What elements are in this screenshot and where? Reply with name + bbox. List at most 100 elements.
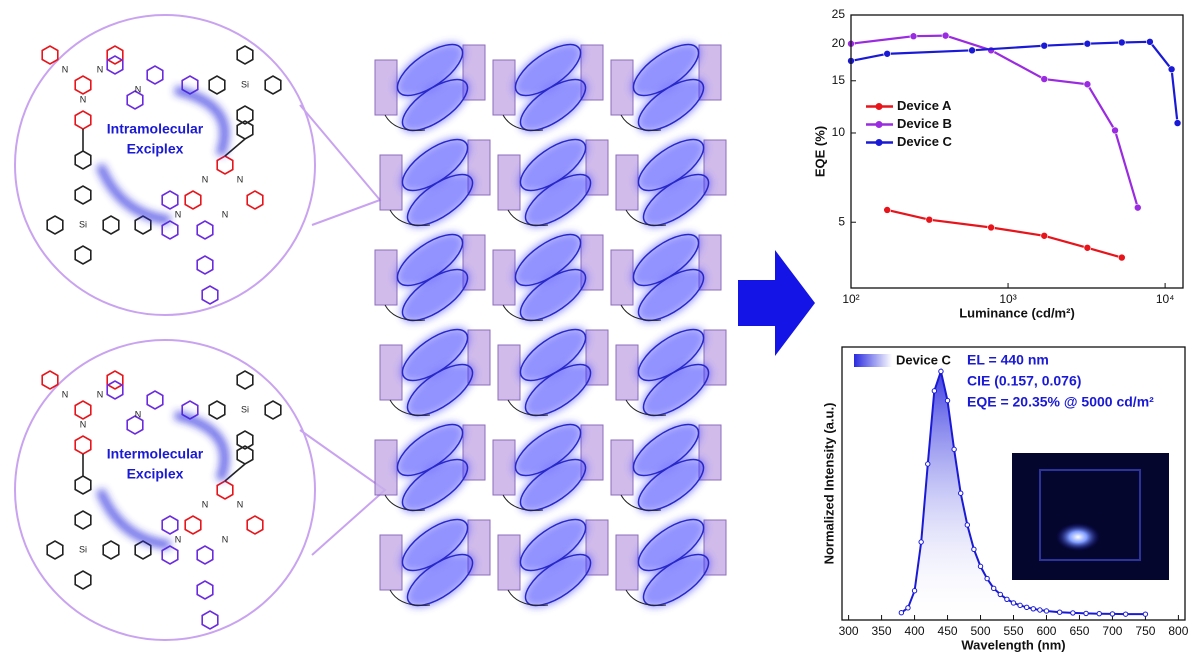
atom-label: N bbox=[175, 209, 182, 219]
data-point bbox=[1031, 607, 1035, 611]
legend-marker bbox=[876, 103, 883, 110]
donor-block bbox=[380, 155, 402, 210]
data-point bbox=[1123, 612, 1127, 616]
legend-label: Device A bbox=[897, 98, 952, 113]
y-tick-label: 10 bbox=[832, 125, 846, 139]
x-tick-label: 600 bbox=[1036, 624, 1056, 638]
legend-label: Device C bbox=[897, 134, 953, 149]
donor-block bbox=[616, 345, 638, 400]
data-point bbox=[919, 540, 923, 544]
data-point bbox=[942, 32, 949, 39]
data-point bbox=[969, 47, 976, 54]
data-point bbox=[1071, 611, 1075, 615]
x-tick-label: 10⁴ bbox=[1156, 292, 1175, 306]
data-point bbox=[1118, 254, 1125, 261]
data-point bbox=[932, 389, 936, 393]
data-point bbox=[1011, 601, 1015, 605]
atom-label: N bbox=[62, 389, 69, 399]
data-point bbox=[1084, 244, 1091, 251]
data-point bbox=[985, 576, 989, 580]
x-tick-label: 450 bbox=[938, 624, 958, 638]
data-point bbox=[884, 50, 891, 57]
atom-label: N bbox=[237, 499, 244, 509]
legend-label: Device B bbox=[897, 116, 952, 131]
x-axis-label: Luminance (cd/m²) bbox=[959, 305, 1075, 320]
atom-label: N bbox=[135, 84, 142, 94]
data-point bbox=[945, 398, 949, 402]
data-point bbox=[1084, 81, 1091, 88]
arrow bbox=[738, 250, 815, 356]
atom-label: N bbox=[222, 534, 229, 544]
exciplex-label: Exciplex bbox=[127, 466, 184, 482]
x-tick-label: 650 bbox=[1069, 624, 1089, 638]
x-tick-label: 400 bbox=[905, 624, 925, 638]
device-photo bbox=[1056, 523, 1100, 551]
donor-block bbox=[611, 60, 633, 115]
data-point bbox=[1041, 76, 1048, 83]
figure: N N Si Si N N N N N N Intramolecular Exciplex N N Si Si… bbox=[0, 0, 1195, 652]
legend-swatch bbox=[854, 354, 892, 367]
donor-block bbox=[498, 535, 520, 590]
data-point bbox=[899, 610, 903, 614]
data-point bbox=[926, 216, 933, 223]
data-point bbox=[1174, 120, 1181, 127]
annotation: CIE (0.157, 0.076) bbox=[967, 373, 1081, 389]
legend-label: Device C bbox=[896, 352, 952, 367]
atom-label: Si bbox=[241, 79, 249, 89]
y-axis-label: EQE (%) bbox=[812, 126, 827, 177]
donor-block bbox=[616, 155, 638, 210]
atom-label: N bbox=[62, 64, 69, 74]
data-point bbox=[992, 586, 996, 590]
x-tick-label: 700 bbox=[1102, 624, 1122, 638]
x-tick-label: 350 bbox=[872, 624, 892, 638]
exciplex-label: Intramolecular bbox=[107, 121, 204, 137]
data-point bbox=[1084, 611, 1088, 615]
data-point bbox=[1143, 612, 1147, 616]
data-point bbox=[1038, 608, 1042, 612]
atom-label: Si bbox=[79, 219, 87, 229]
data-point bbox=[1005, 597, 1009, 601]
x-axis-label: Wavelength (nm) bbox=[961, 637, 1065, 652]
ring bbox=[42, 371, 58, 389]
data-point bbox=[912, 589, 916, 593]
x-tick-label: 800 bbox=[1168, 624, 1188, 638]
donor-block bbox=[611, 250, 633, 305]
x-tick-label: 550 bbox=[1003, 624, 1023, 638]
data-point bbox=[1168, 66, 1175, 73]
x-tick-label: 500 bbox=[971, 624, 991, 638]
atom-label: Si bbox=[241, 404, 249, 414]
donor-block bbox=[375, 250, 397, 305]
data-point bbox=[965, 523, 969, 527]
data-point bbox=[959, 491, 963, 495]
atom-label: N bbox=[80, 419, 87, 429]
atom-label: N bbox=[97, 389, 104, 399]
annotation: EQE = 20.35% @ 5000 cd/m² bbox=[967, 394, 1154, 410]
atom-label: N bbox=[202, 499, 209, 509]
data-point bbox=[952, 447, 956, 451]
y-tick-label: 25 bbox=[832, 7, 846, 21]
zoom-circle bbox=[15, 15, 315, 315]
x-tick-label: 300 bbox=[839, 624, 859, 638]
data-point bbox=[972, 547, 976, 551]
data-point bbox=[1024, 605, 1028, 609]
donor-block bbox=[375, 440, 397, 495]
atom-label: Si bbox=[79, 544, 87, 554]
data-point bbox=[939, 369, 943, 373]
data-point bbox=[998, 592, 1002, 596]
data-point bbox=[1118, 39, 1125, 46]
donor-block bbox=[493, 250, 515, 305]
exciplex-label: Intermolecular bbox=[107, 446, 204, 462]
data-point bbox=[978, 564, 982, 568]
schematic: N N Si Si N N N N N N Intramolecular Exciplex N N Si Si… bbox=[15, 15, 1169, 640]
data-point bbox=[1044, 609, 1048, 613]
y-tick-label: 20 bbox=[832, 36, 846, 50]
legend-marker bbox=[876, 121, 883, 128]
annotation: EL = 440 nm bbox=[967, 352, 1049, 368]
donor-block bbox=[616, 535, 638, 590]
data-point bbox=[1041, 42, 1048, 49]
atom-label: N bbox=[175, 534, 182, 544]
atom-label: N bbox=[80, 94, 87, 104]
exciplex-label: Exciplex bbox=[127, 141, 184, 157]
data-point bbox=[906, 606, 910, 610]
donor-block bbox=[498, 155, 520, 210]
